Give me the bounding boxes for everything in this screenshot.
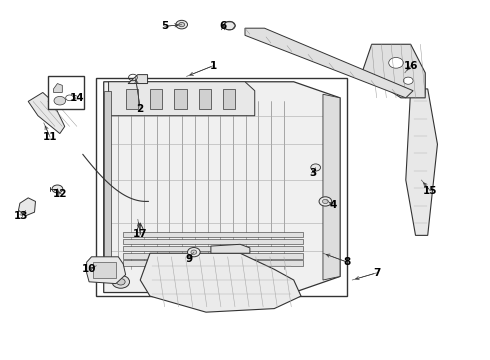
Polygon shape	[323, 94, 340, 280]
Polygon shape	[128, 75, 147, 84]
Circle shape	[389, 58, 403, 68]
Bar	[223, 89, 235, 109]
Text: 6: 6	[220, 21, 227, 31]
Circle shape	[176, 20, 188, 29]
Text: 7: 7	[373, 268, 380, 278]
Bar	[174, 89, 187, 109]
Circle shape	[311, 164, 320, 171]
Polygon shape	[104, 91, 111, 269]
Circle shape	[112, 275, 129, 288]
Polygon shape	[211, 244, 250, 253]
Polygon shape	[123, 253, 303, 258]
Text: 12: 12	[52, 189, 67, 199]
Circle shape	[223, 21, 235, 30]
Bar	[48, 76, 84, 109]
Bar	[150, 89, 162, 109]
Text: 10: 10	[82, 264, 97, 274]
Circle shape	[116, 279, 125, 285]
Polygon shape	[123, 260, 303, 266]
Text: 17: 17	[133, 229, 147, 239]
Polygon shape	[109, 82, 255, 116]
Polygon shape	[123, 239, 303, 244]
Text: 3: 3	[310, 168, 317, 178]
Circle shape	[179, 22, 185, 27]
Polygon shape	[123, 246, 303, 251]
Circle shape	[54, 96, 66, 105]
Text: 14: 14	[70, 93, 84, 103]
Text: 16: 16	[403, 61, 418, 71]
Circle shape	[322, 199, 328, 203]
Text: 4: 4	[329, 200, 337, 210]
Text: 1: 1	[210, 61, 217, 71]
Bar	[125, 89, 138, 109]
Bar	[199, 89, 211, 109]
Polygon shape	[87, 257, 125, 284]
Text: 2: 2	[137, 104, 144, 113]
Text: 13: 13	[14, 211, 28, 221]
Circle shape	[66, 95, 74, 101]
Circle shape	[191, 250, 197, 254]
Polygon shape	[19, 198, 35, 216]
Polygon shape	[53, 84, 62, 93]
Circle shape	[319, 197, 332, 206]
Polygon shape	[406, 89, 438, 235]
Bar	[93, 262, 116, 278]
Text: 11: 11	[43, 132, 57, 142]
Text: 5: 5	[161, 21, 168, 31]
Polygon shape	[140, 253, 301, 312]
Polygon shape	[362, 44, 425, 98]
Circle shape	[52, 185, 63, 193]
Polygon shape	[123, 232, 303, 237]
Text: 8: 8	[343, 257, 351, 267]
Circle shape	[403, 77, 413, 84]
Polygon shape	[28, 93, 65, 134]
Polygon shape	[245, 28, 413, 98]
Text: 15: 15	[423, 186, 438, 196]
Circle shape	[188, 248, 200, 257]
Polygon shape	[104, 82, 340, 293]
Text: 9: 9	[185, 253, 193, 264]
